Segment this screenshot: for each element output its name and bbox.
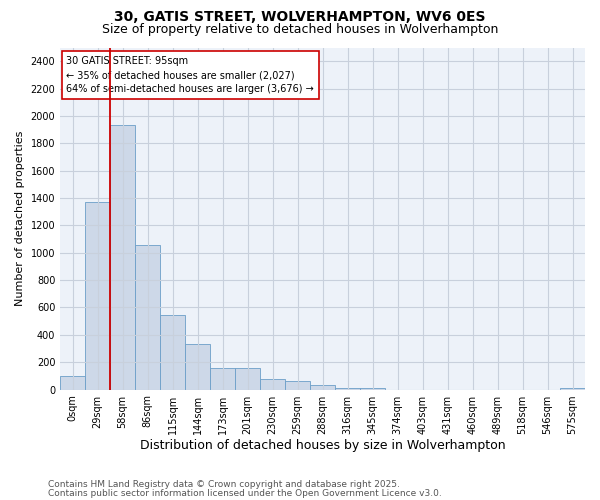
Bar: [235, 368, 260, 390]
X-axis label: Distribution of detached houses by size in Wolverhampton: Distribution of detached houses by size …: [140, 440, 505, 452]
Bar: [335, 388, 360, 390]
Bar: [160, 315, 185, 390]
Text: 30, GATIS STREET, WOLVERHAMPTON, WV6 0ES: 30, GATIS STREET, WOLVERHAMPTON, WV6 0ES: [114, 10, 486, 24]
Bar: [110, 126, 135, 390]
Bar: [285, 382, 310, 390]
Bar: [260, 378, 285, 390]
Bar: [85, 202, 110, 390]
Text: Contains public sector information licensed under the Open Government Licence v3: Contains public sector information licen…: [48, 488, 442, 498]
Bar: [310, 386, 335, 390]
Bar: [135, 244, 160, 390]
Bar: [560, 388, 585, 390]
Text: Size of property relative to detached houses in Wolverhampton: Size of property relative to detached ho…: [102, 22, 498, 36]
Bar: [360, 388, 385, 390]
Text: Contains HM Land Registry data © Crown copyright and database right 2025.: Contains HM Land Registry data © Crown c…: [48, 480, 400, 489]
Bar: [210, 368, 235, 390]
Bar: [185, 344, 210, 390]
Bar: [60, 376, 85, 390]
Y-axis label: Number of detached properties: Number of detached properties: [15, 131, 25, 306]
Text: 30 GATIS STREET: 95sqm
← 35% of detached houses are smaller (2,027)
64% of semi-: 30 GATIS STREET: 95sqm ← 35% of detached…: [67, 56, 314, 94]
